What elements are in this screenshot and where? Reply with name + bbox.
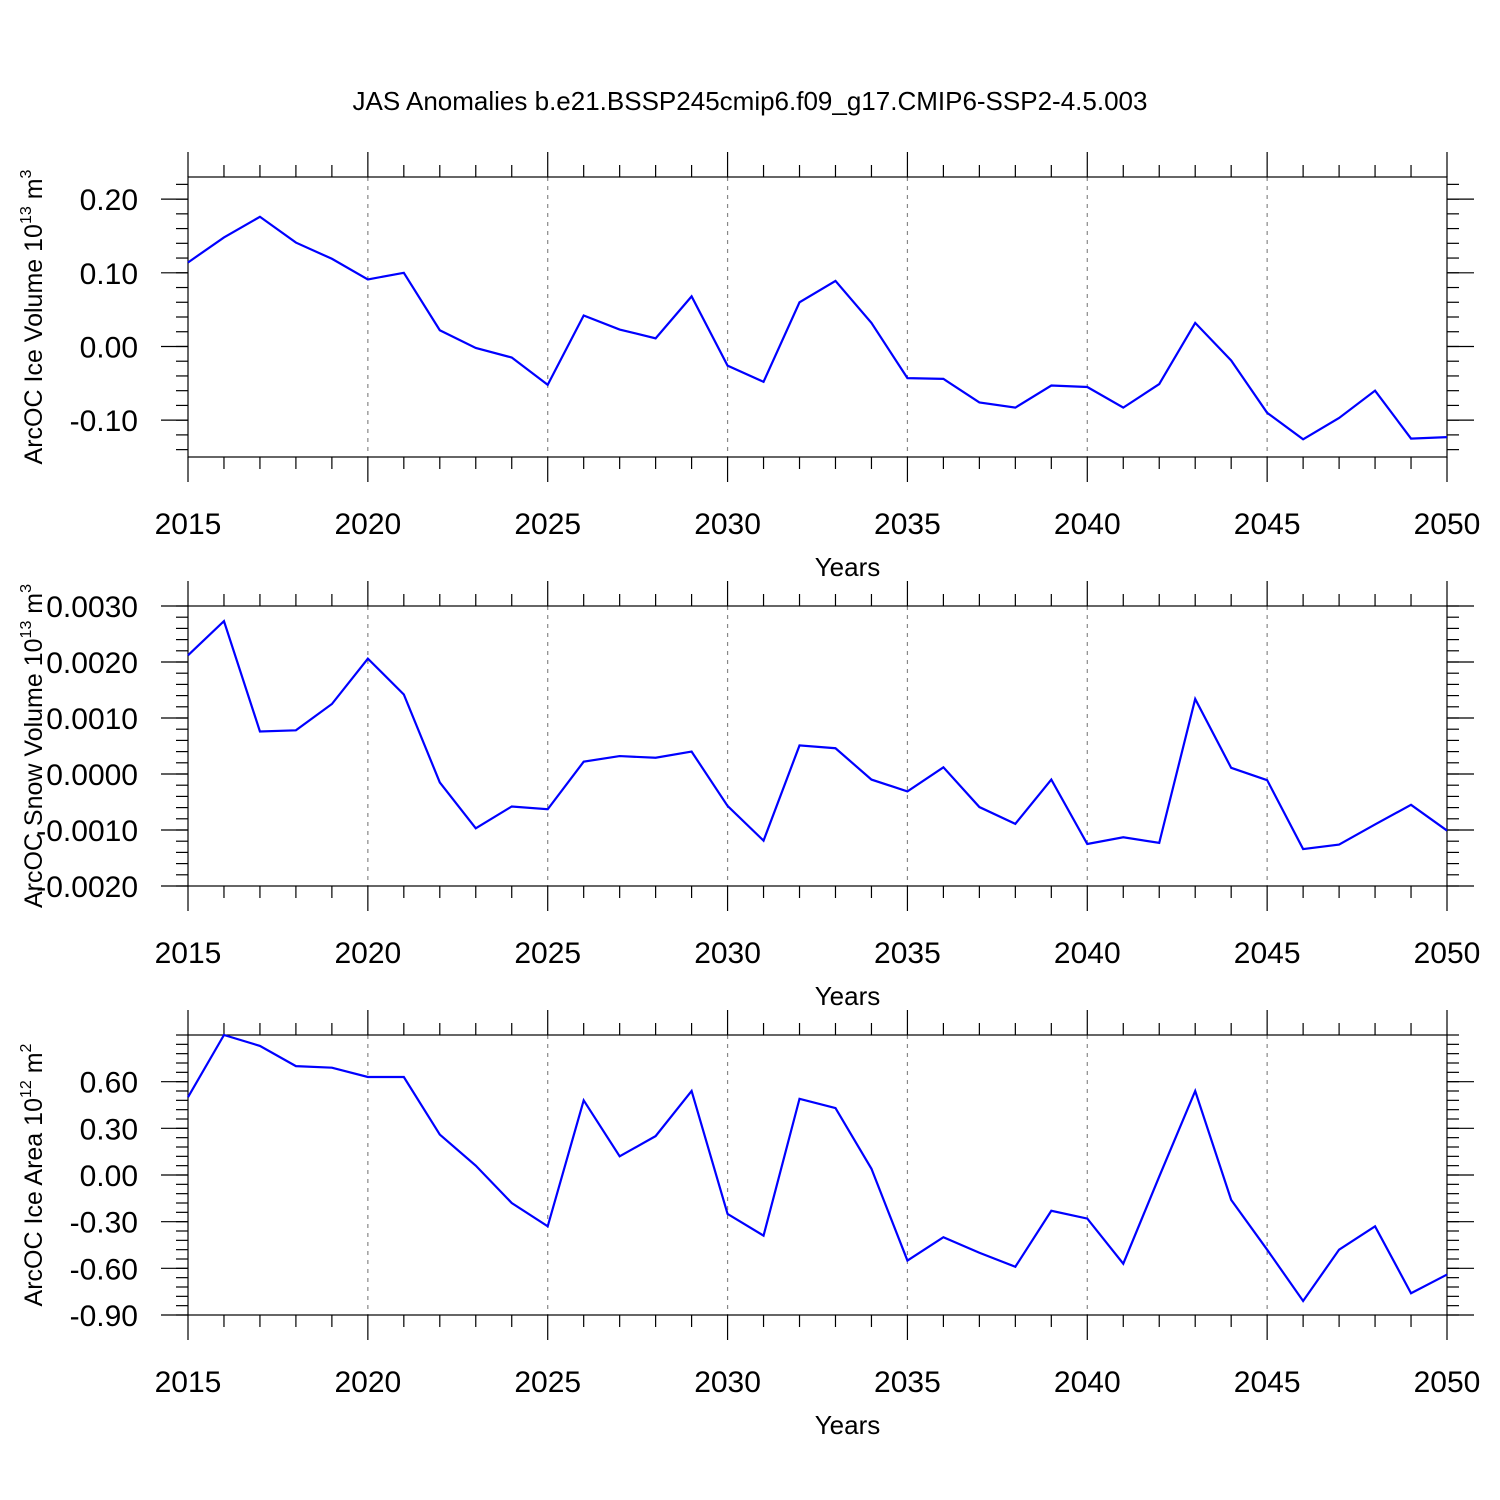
y-tick-label: 0.10 [80,258,138,291]
y-axis-label-text: ArcOC Ice Area 10 [20,1098,48,1306]
y-axis-label-exponent: 13 [18,206,35,224]
y-tick-label: 0.0000 [46,759,138,792]
y-axis-label-exponent: 12 [18,1080,35,1098]
x-tick-label: 2025 [514,937,581,970]
y-axis-label-unit-exponent: 2 [18,1043,35,1052]
panel-1: 2015 2020 2025 2030 2035 2040 2045 2050 Years 0.2… [18,152,1480,582]
panel-3: 2015 2020 2025 2030 2035 2040 2045 2050 Years 0.6… [18,1010,1480,1440]
x-axis-label: Years [815,1410,881,1440]
series-line [187,619,1448,851]
x-tick-label: 2035 [874,937,941,970]
chart-title: JAS Anomalies b.e21.BSSP245cmip6.f09_g17… [353,86,1148,116]
y-axis-label-unit-exponent: 3 [18,169,35,178]
x-tick-label: 2025 [514,1366,581,1399]
x-tick-label: 2035 [874,508,941,541]
plot-frame [187,176,1448,458]
y-axis-label-unit-exponent: 3 [18,584,35,593]
y-axis-label: ArcOC Ice Area 1012 m2 [18,1043,48,1306]
x-tick-label: 2030 [694,508,761,541]
y-tick-label: -0.30 [70,1207,138,1240]
x-tick-label: 2045 [1234,937,1301,970]
series-line [187,215,1448,441]
y-axis-label-text: ArcOC Snow Volume 10 [20,638,48,908]
y-axis-label: ArcOC Ice Volume 1013 m3 [18,169,48,464]
x-tick-label: 2040 [1054,508,1121,541]
series-line [187,1033,1448,1303]
plot-frame [187,605,1448,887]
x-tick-label: 2035 [874,1366,941,1399]
y-tick-label: 0.20 [80,184,138,217]
y-tick-label: 0.00 [80,331,138,364]
y-tick-label: 0.00 [80,1160,138,1193]
y-tick-label: -0.10 [70,405,138,438]
x-tick-label: 2050 [1414,937,1481,970]
x-tick-label: 2025 [514,508,581,541]
x-tick-label: 2040 [1054,1366,1121,1399]
y-tick-label: -0.60 [70,1253,138,1286]
y-tick-label: -0.90 [70,1300,138,1333]
x-tick-label: 2015 [155,937,222,970]
x-tick-label: 2030 [694,1366,761,1399]
y-tick-label: 0.60 [80,1067,138,1100]
y-axis-label-unit: m [20,1052,48,1080]
x-tick-label: 2050 [1414,508,1481,541]
y-tick-label: 0.0020 [46,647,138,680]
x-tick-label: 2045 [1234,1366,1301,1399]
x-tick-label: 2020 [334,937,401,970]
y-axis-label-text: ArcOC Ice Volume 10 [20,224,48,464]
x-axis-label: Years [815,981,881,1011]
y-tick-label: 0.0010 [46,703,138,736]
y-tick-label: 0.0030 [46,591,138,624]
panels: 2015 2020 2025 2030 2035 2040 2045 2050 Years 0.2… [18,152,1480,1440]
y-axis-label-unit: m [20,178,48,206]
x-tick-label: 2045 [1234,508,1301,541]
y-axis-label: ArcOC Snow Volume 1013 m3 [18,584,48,908]
y-tick-label: -0.0010 [36,815,138,848]
x-tick-label: 2015 [155,1366,222,1399]
y-tick-label: -0.0020 [36,871,138,904]
x-tick-label: 2015 [155,508,222,541]
x-tick-label: 2030 [694,937,761,970]
y-tick-label: 0.30 [80,1113,138,1146]
panel-2: 2015 2020 2025 2030 2035 2040 2045 2050 Years 0.0… [18,581,1480,1011]
x-axis-label: Years [815,552,881,582]
y-axis-label-exponent: 13 [18,621,35,639]
x-tick-label: 2020 [334,508,401,541]
x-tick-label: 2040 [1054,937,1121,970]
x-tick-label: 2020 [334,1366,401,1399]
x-tick-label: 2050 [1414,1366,1481,1399]
y-axis-label-unit: m [20,593,48,621]
